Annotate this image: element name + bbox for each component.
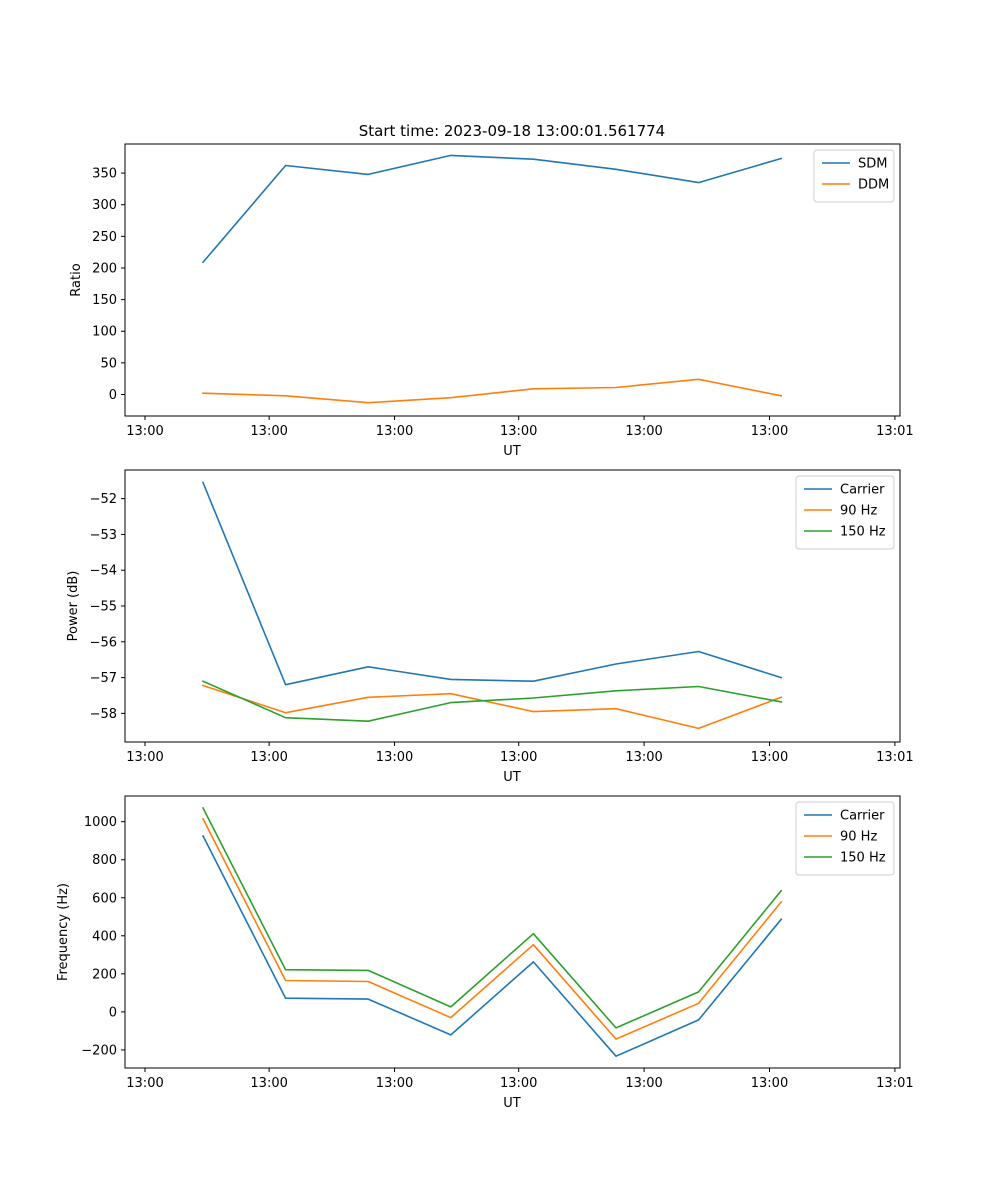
chart-3-y-tick-label: 1000 (84, 815, 117, 830)
chart-3-x-tick-label: 13:00 (625, 1076, 662, 1091)
chart-1-legend-label-sdm: SDM (858, 157, 887, 172)
chart-3-y-tick-label: 800 (92, 853, 117, 868)
chart-2-plot-frame (124, 469, 901, 743)
chart-2-y-tick-label: −55 (90, 600, 117, 615)
chart-1-x-tick-label: 13:01 (876, 424, 913, 439)
chart-2-series-line-carrier (201, 481, 783, 686)
chart-1-x-tick-label: 13:00 (751, 424, 788, 439)
chart-3-y-axis-label: Frequency (Hz) (56, 883, 71, 981)
chart-1-x-tick-label: 13:00 (625, 424, 662, 439)
chart-1-y-tick-label: 150 (92, 293, 117, 308)
chart-3-x-tick-label: 13:00 (376, 1076, 413, 1091)
chart-3-x-tick-label: 13:01 (876, 1076, 913, 1091)
chart-3-legend-label-carrier: Carrier (840, 809, 885, 824)
chart-1-y-tick-label: 200 (92, 261, 117, 276)
chart-2-legend: Carrier 90 Hz 150 Hz (795, 475, 895, 550)
chart-1-plot-frame (124, 143, 901, 417)
chart-2-x-tick-label: 13:00 (250, 750, 287, 765)
chart-3-legend-label-150-hz: 150 Hz (840, 851, 886, 866)
chart-2-series-line-150-hz (201, 680, 783, 723)
chart-2-legend-label-90-hz: 90 Hz (840, 504, 877, 519)
chart-2-x-tick-label: 13:01 (876, 750, 913, 765)
chart-2-x-tick-label: 13:00 (376, 750, 413, 765)
chart-3-y-tick-label: 0 (109, 1005, 117, 1020)
chart-1-series-line-sdm (201, 154, 783, 264)
chart-3-x-tick-label: 13:00 (250, 1076, 287, 1091)
frequency-panel: 13:00 13:00 13:00 13:00 13:00 13:00 13:01 −200 0… (56, 795, 914, 1111)
chart-3-x-tick-label: 13:00 (126, 1076, 163, 1091)
chart-3-y-tick-label: 400 (92, 929, 117, 944)
chart-3-x-tick-label: 13:00 (751, 1076, 788, 1091)
chart-1-y-tick-label: 350 (92, 167, 117, 182)
chart-3-series-line-150-hz (201, 806, 783, 1029)
chart-2-legend-label-150-hz: 150 Hz (840, 525, 886, 540)
chart-3-x-tick-label: 13:00 (500, 1076, 537, 1091)
chart-1-x-tick-label: 13:00 (376, 424, 413, 439)
chart-2-y-tick-label: −58 (90, 707, 117, 722)
chart-1-x-tick-label: 13:00 (126, 424, 163, 439)
chart-1-x-tick-label: 13:00 (500, 424, 537, 439)
chart-2-y-axis-label: Power (dB) (66, 571, 81, 642)
chart-3-series-line-90-hz (201, 817, 783, 1040)
chart-3-legend-label-90-hz: 90 Hz (840, 830, 877, 845)
chart-1-x-axis-label: UT (503, 444, 521, 459)
chart-2-x-tick-label: 13:00 (126, 750, 163, 765)
chart-1-y-tick-label: 0 (109, 388, 117, 403)
chart-2-y-tick-label: −52 (90, 492, 117, 507)
chart-2-x-tick-label: 13:00 (751, 750, 788, 765)
chart-2-y-tick-label: −57 (90, 671, 117, 686)
chart-1-y-tick-label: 100 (92, 325, 117, 340)
chart-1-legend-label-ddm: DDM (858, 178, 889, 193)
chart-1-y-tick-label: 50 (100, 356, 117, 371)
chart-2-x-axis-label: UT (503, 770, 521, 785)
chart-1-y-tick-label: 300 (92, 198, 117, 213)
chart-1-y-tick-label: 250 (92, 230, 117, 245)
chart-3-y-tick-label: 200 (92, 967, 117, 982)
chart-2-y-tick-label: −53 (90, 528, 117, 543)
chart-3-y-tick-label: −200 (81, 1043, 117, 1058)
chart-2-x-tick-label: 13:00 (625, 750, 662, 765)
chart-3-x-axis-label: UT (503, 1096, 521, 1111)
chart-2-x-tick-label: 13:00 (500, 750, 537, 765)
chart-3-legend: Carrier 90 Hz 150 Hz (795, 801, 895, 876)
chart-1-x-tick-label: 13:00 (250, 424, 287, 439)
chart-3-y-tick-label: 600 (92, 891, 117, 906)
chart-3-plot-frame (124, 795, 901, 1069)
chart-2-series-line-90-hz (201, 684, 783, 730)
figure-title: Start time: 2023-09-18 13:00:01.561774 (359, 122, 665, 140)
chart-2-y-tick-label: −54 (90, 564, 117, 579)
chart-2-legend-label-carrier: Carrier (840, 483, 885, 498)
chart-1-y-axis-label: Ratio (69, 263, 84, 296)
chart-2-y-tick-label: −56 (90, 635, 117, 650)
chart-1-series-line-ddm (202, 378, 783, 404)
chart-1-legend: SDM DDM (813, 149, 895, 203)
chart-3-series-line-carrier (201, 834, 783, 1057)
ratio-panel: 13:00 13:00 13:00 13:00 13:00 13:00 13:01 0 50 10… (69, 143, 914, 459)
power-panel: 13:00 13:00 13:00 13:00 13:00 13:00 13:01 −58 −5… (66, 469, 914, 785)
